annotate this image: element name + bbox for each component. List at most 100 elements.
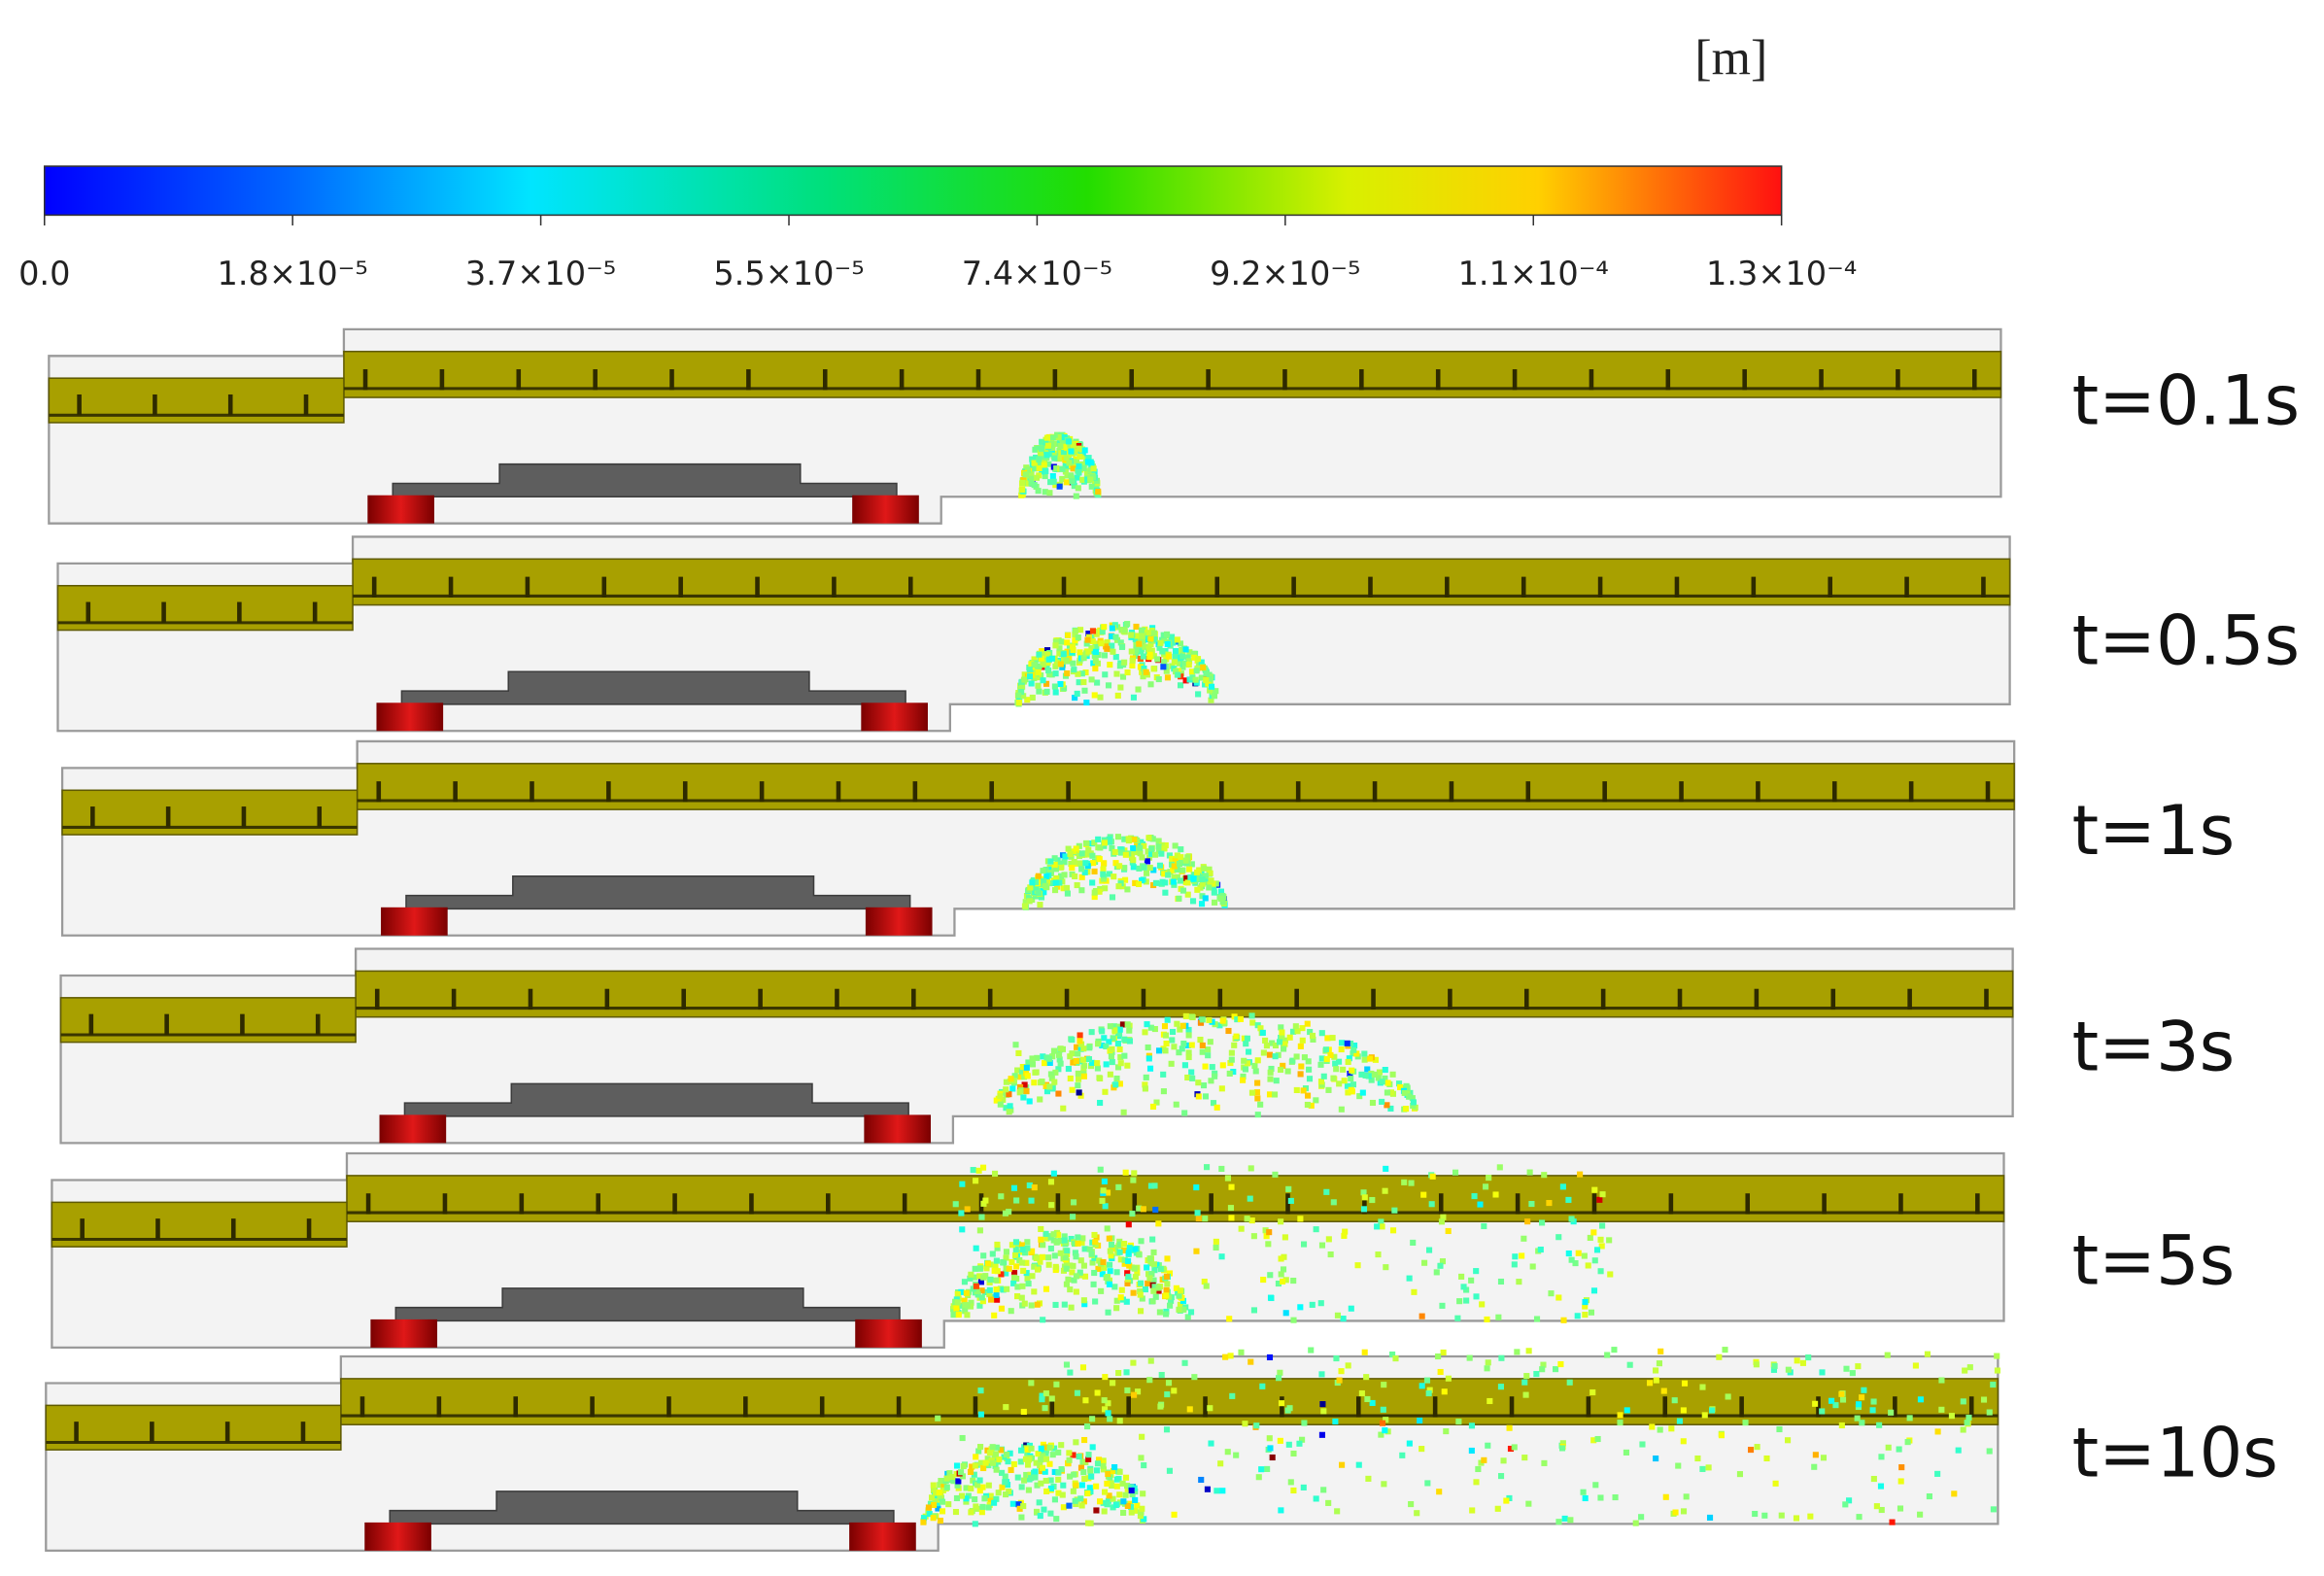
particle (1290, 1278, 1297, 1285)
particle (1213, 1104, 1220, 1111)
particle (1098, 1287, 1105, 1294)
particle (1365, 1073, 1372, 1079)
particle (1032, 1069, 1039, 1076)
particle (1228, 1049, 1235, 1056)
particle (1042, 882, 1049, 889)
marker (1129, 369, 1135, 391)
particle (1166, 1270, 1174, 1277)
particle (1339, 1461, 1346, 1468)
particle (1024, 1276, 1031, 1283)
particle (1042, 1450, 1049, 1456)
particle (1468, 1447, 1475, 1455)
particle (1066, 460, 1073, 466)
particle (1694, 1455, 1701, 1462)
particle (1454, 1315, 1461, 1321)
particle (1838, 1390, 1845, 1397)
particle (1349, 1067, 1355, 1074)
particle (1606, 1237, 1613, 1244)
particle (1097, 1166, 1104, 1173)
particle (1143, 878, 1149, 885)
particle (1046, 490, 1053, 497)
particle (1132, 849, 1139, 856)
particle (1338, 1040, 1346, 1046)
particle (1035, 668, 1042, 675)
particle (1272, 1053, 1279, 1060)
marker (1126, 1396, 1131, 1418)
particle (1598, 1243, 1605, 1250)
particle (1201, 1278, 1208, 1285)
particle (1247, 1195, 1253, 1202)
particle (1164, 1391, 1171, 1398)
particle (959, 1181, 966, 1187)
particle (1763, 1455, 1770, 1462)
particle (1161, 659, 1168, 666)
particle (1770, 1366, 1778, 1373)
particle (1121, 1248, 1128, 1254)
marker (1668, 1193, 1674, 1215)
particle (1132, 1489, 1139, 1495)
particle (1361, 1194, 1368, 1201)
particle (1898, 1464, 1905, 1471)
particle (1026, 1456, 1033, 1463)
particle (1085, 1452, 1092, 1458)
particle (1188, 1042, 1195, 1048)
particle (1599, 1191, 1606, 1198)
particle (1042, 1060, 1048, 1067)
particle (1052, 879, 1059, 886)
particle (1188, 668, 1196, 675)
particle (1306, 1066, 1313, 1073)
particle (1754, 1444, 1760, 1451)
particle (1076, 469, 1082, 476)
particle (1199, 1016, 1206, 1023)
particle (1031, 656, 1038, 663)
particle (1094, 1460, 1102, 1467)
particle (1410, 1239, 1417, 1246)
particle (1020, 1502, 1027, 1510)
particle (952, 1508, 960, 1516)
particle (1047, 1485, 1055, 1491)
particle (1111, 1463, 1118, 1471)
particle (1081, 687, 1088, 694)
particle (1185, 1049, 1192, 1056)
particle (1112, 1501, 1119, 1509)
marker (1448, 988, 1452, 1011)
particle (1557, 1360, 1564, 1368)
particle (1473, 1479, 1480, 1486)
particle (1080, 1297, 1087, 1304)
particle (1317, 1300, 1324, 1307)
particle (1203, 676, 1210, 684)
particle (1111, 622, 1118, 629)
particle (1164, 1016, 1171, 1023)
particle (1047, 1245, 1054, 1252)
particle (1075, 1070, 1081, 1077)
particle (1203, 670, 1210, 677)
particle (1067, 850, 1074, 858)
particle (1046, 1445, 1053, 1452)
particle (1056, 1056, 1063, 1063)
particle (1171, 1388, 1178, 1394)
particle (1026, 1182, 1033, 1189)
marker (1679, 781, 1684, 803)
particle (1247, 1165, 1254, 1172)
particle (993, 1277, 1000, 1284)
particle (1198, 901, 1206, 908)
particle (1031, 1288, 1038, 1295)
particle (1077, 1269, 1083, 1276)
particle (1133, 652, 1140, 660)
particle (1162, 647, 1169, 655)
particle (1082, 860, 1089, 867)
particle (1368, 1077, 1375, 1083)
particle (1015, 692, 1022, 699)
particle (1592, 1482, 1599, 1489)
particle (1029, 694, 1036, 702)
particle (1251, 1062, 1258, 1070)
particle (1091, 1231, 1098, 1239)
particle (1132, 1274, 1139, 1281)
particle (1142, 1285, 1148, 1293)
particle (1069, 1037, 1076, 1044)
particle (1514, 1349, 1521, 1355)
particle (1776, 1425, 1783, 1433)
particle (958, 1288, 965, 1295)
particle (1132, 1507, 1139, 1514)
particle (1060, 1504, 1067, 1511)
